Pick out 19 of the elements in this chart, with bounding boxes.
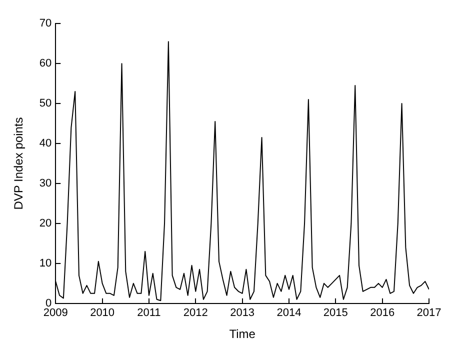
x-tick-label: 2011 <box>137 307 161 320</box>
x-tick-label: 2009 <box>43 307 68 320</box>
y-tick-label: 20 <box>39 217 52 230</box>
y-tick-label: 60 <box>39 58 52 70</box>
x-tick-label: 2016 <box>370 307 395 320</box>
y-tick-label: 10 <box>39 257 52 270</box>
y-tick-label: 30 <box>39 178 52 190</box>
x-tick-label: 2010 <box>90 307 115 320</box>
x-tick-label: 2013 <box>230 307 255 320</box>
x-axis-title: Time <box>229 327 256 342</box>
x-tick-label: 2014 <box>276 307 302 320</box>
y-tick-label: 70 <box>39 18 52 30</box>
x-tick-label: 2012 <box>183 307 208 320</box>
y-tick-label: 0 <box>46 297 52 310</box>
x-tick-label: 2017 <box>416 307 442 320</box>
y-axis-title: DVP Index points <box>12 117 26 210</box>
y-tick-label: 40 <box>39 138 52 150</box>
x-tick-label: 2015 <box>323 307 348 320</box>
y-tick-label: 50 <box>39 98 52 110</box>
